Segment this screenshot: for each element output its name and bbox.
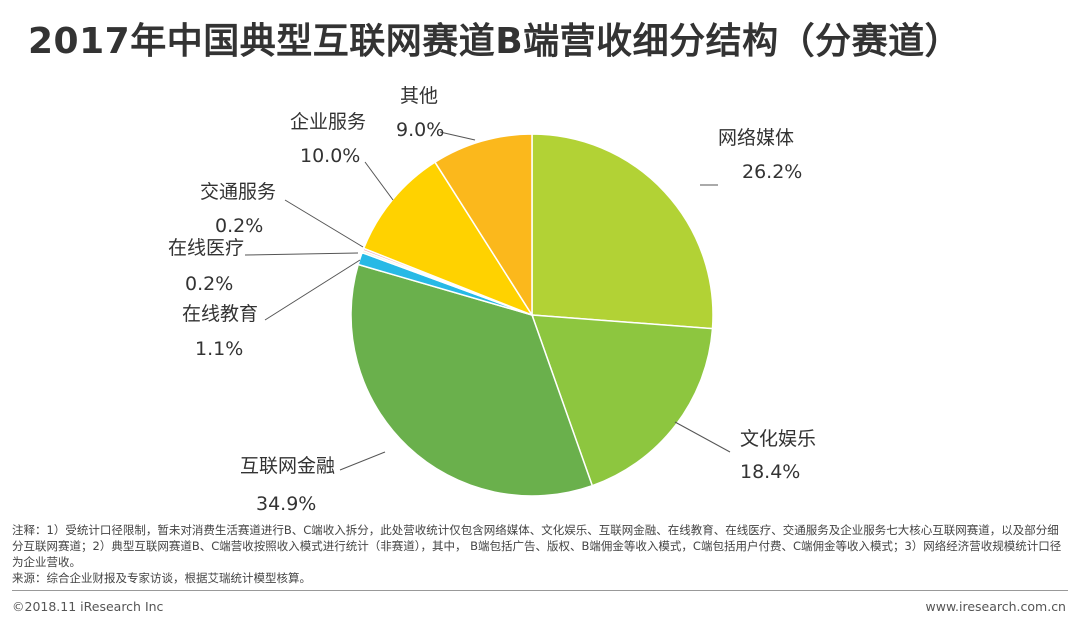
chart-title: 2017年中国典型互联网赛道B端营收细分结构（分赛道） bbox=[28, 21, 962, 62]
slice-name-label: 企业服务 bbox=[290, 111, 366, 133]
leader-line-7 bbox=[364, 161, 394, 201]
copyright-text: ©2018.11 iResearch Inc bbox=[12, 599, 164, 614]
leader-line-2 bbox=[674, 421, 731, 453]
slice-name-label: 互联网金融 bbox=[240, 455, 335, 477]
leader-line-6 bbox=[284, 199, 364, 248]
pie-chart: 网络媒体 26.2% 文化娱乐 18.4% 互联网金融 34.9% 在线教育 1.1% 在线医疗… bbox=[168, 85, 816, 515]
slice-value-label: 1.1% bbox=[195, 338, 243, 360]
pie-slice-1 bbox=[531, 133, 714, 330]
slice-value-label: 9.0% bbox=[396, 119, 444, 141]
footnote-note: 注释：1）受统计口径限制，暂未对消费生活赛道进行B、C端收入拆分，此处营收统计仅… bbox=[12, 523, 1062, 569]
footnote-source: 来源：综合企业财报及专家访谈，根据艾瑞统计模型核算。 bbox=[12, 571, 311, 585]
leader-line-4 bbox=[264, 259, 361, 321]
slice-name-label: 交通服务 bbox=[200, 181, 276, 203]
slice-value-label: 0.2% bbox=[185, 273, 233, 295]
slice-value-label: 10.0% bbox=[300, 145, 360, 167]
pie-slice-8 bbox=[433, 133, 533, 318]
slice-labels: 网络媒体 26.2% 文化娱乐 18.4% 互联网金融 34.9% 在线教育 1.1% 在线医疗… bbox=[168, 85, 816, 515]
slice-value-label: 0.2% bbox=[215, 215, 263, 237]
slice-name-label: 文化娱乐 bbox=[740, 428, 816, 450]
leader-line-3 bbox=[339, 451, 386, 471]
leader-line-5 bbox=[244, 252, 359, 256]
footer-divider bbox=[12, 590, 1068, 591]
pie-slices bbox=[350, 133, 714, 497]
pie-slice-3 bbox=[350, 263, 594, 497]
website-text: www.iresearch.com.cn bbox=[925, 599, 1067, 614]
slice-name-label: 在线医疗 bbox=[168, 237, 244, 259]
slice-name-label: 其他 bbox=[400, 85, 438, 107]
leader-lines bbox=[244, 131, 731, 471]
leader-line-8 bbox=[439, 131, 476, 141]
pie-slice-2 bbox=[530, 314, 714, 487]
slice-value-label: 18.4% bbox=[740, 461, 800, 483]
slice-value-label: 26.2% bbox=[742, 161, 802, 183]
slice-name-label: 网络媒体 bbox=[718, 127, 794, 149]
footnotes: 注释：1）受统计口径限制，暂未对消费生活赛道进行B、C端收入拆分，此处营收统计仅… bbox=[12, 522, 1070, 586]
slice-name-label: 在线教育 bbox=[182, 303, 258, 325]
slice-value-label: 34.9% bbox=[256, 493, 316, 515]
